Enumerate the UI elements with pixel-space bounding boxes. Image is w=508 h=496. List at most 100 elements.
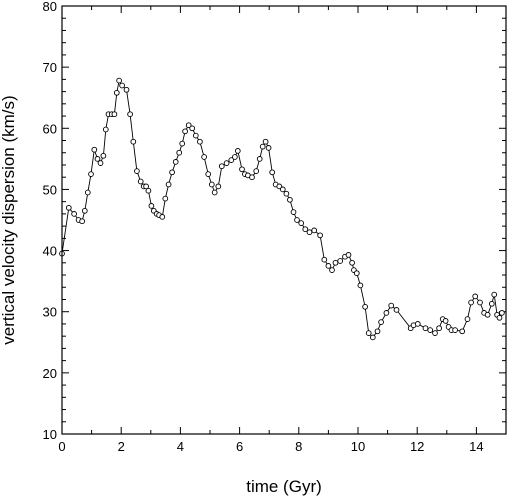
data-point (414, 321, 421, 327)
data-point (321, 256, 328, 263)
data-point (265, 145, 272, 151)
data-point (192, 132, 199, 139)
data-point (148, 203, 155, 209)
data-point (374, 328, 381, 335)
data-point (97, 160, 104, 166)
tick-labels: 0 2 4 6 8 10 12 14 10 20 30 40 50 60 70 80 (43, 0, 484, 454)
data-point (262, 138, 269, 145)
data-point (253, 168, 260, 174)
data-point (116, 77, 122, 84)
data-point (169, 169, 175, 176)
x-tick-label: 6 (236, 439, 243, 454)
data-point (378, 319, 384, 325)
data-point (383, 310, 390, 316)
data-point (205, 171, 212, 177)
data-point (249, 174, 255, 181)
x-axis-title: time (Gyr) (246, 477, 322, 496)
data-point (459, 328, 466, 335)
data-point (100, 152, 107, 159)
plot-frame (61, 5, 507, 435)
data-point (113, 89, 120, 96)
data-point (345, 252, 352, 258)
data-point (427, 327, 434, 333)
data-point (311, 227, 318, 234)
data-point (332, 259, 339, 266)
y-tick-label: 40 (43, 244, 57, 259)
y-tick-label: 30 (43, 305, 57, 320)
data-point (337, 258, 344, 264)
data-point (215, 183, 222, 190)
data-point (119, 82, 125, 89)
data-point (182, 128, 188, 135)
x-tick-label: 14 (469, 439, 483, 454)
data-point (276, 183, 283, 190)
data-point (91, 146, 98, 153)
data-point (388, 302, 395, 309)
data-point (432, 330, 438, 336)
data-point (127, 111, 133, 118)
data-point (143, 183, 149, 190)
data-point (259, 143, 266, 150)
data-point (197, 138, 203, 145)
data-point (223, 160, 230, 166)
data-point (71, 211, 77, 217)
x-tick-label: 4 (177, 439, 184, 454)
data-point (145, 187, 152, 194)
data-point (306, 229, 313, 236)
data-point (179, 140, 186, 147)
data-point (302, 226, 309, 233)
y-axis-title: vertical velocity dispersion (km/s) (0, 95, 18, 344)
data-point (218, 163, 225, 170)
data-point (329, 267, 335, 273)
data-point (228, 157, 235, 163)
data-point (81, 207, 88, 214)
data-series (59, 77, 505, 341)
data-point (464, 316, 471, 322)
data-point (442, 318, 449, 324)
series-line (61, 79, 503, 339)
data-point (134, 168, 140, 174)
data-point (452, 327, 458, 333)
data-point (279, 186, 286, 193)
data-point (357, 282, 364, 289)
data-point (137, 178, 144, 185)
data-point (172, 159, 179, 165)
x-tick-label: 8 (295, 439, 302, 454)
data-point (294, 217, 300, 223)
axis-ticks (61, 5, 507, 435)
data-point (365, 330, 372, 336)
data-point (94, 156, 101, 162)
y-tick-label: 80 (43, 0, 57, 14)
x-tick-label: 0 (58, 439, 65, 454)
data-point (269, 169, 276, 176)
y-tick-label: 70 (43, 60, 57, 75)
data-point (290, 209, 297, 215)
data-point (211, 189, 218, 196)
y-tick-label: 10 (43, 427, 57, 442)
data-point (287, 196, 293, 203)
data-point (234, 148, 241, 154)
data-point (393, 307, 400, 313)
data-point (256, 156, 263, 162)
data-point (65, 204, 72, 211)
data-point (488, 300, 495, 307)
data-point (484, 311, 491, 318)
data-point (130, 138, 137, 145)
data-point (317, 232, 323, 239)
data-point (162, 195, 169, 202)
data-point (436, 325, 442, 332)
data-point (185, 122, 192, 129)
data-point (208, 181, 215, 188)
data-point (159, 214, 166, 220)
data-point (499, 310, 505, 316)
y-tick-label: 20 (43, 366, 57, 381)
data-point (496, 314, 503, 321)
data-point (189, 125, 196, 132)
data-point (79, 218, 85, 225)
data-point (468, 299, 474, 306)
data-point (201, 154, 207, 160)
y-tick-label: 50 (43, 182, 57, 197)
data-point (283, 190, 290, 197)
data-point (325, 263, 332, 269)
data-point (176, 149, 183, 156)
